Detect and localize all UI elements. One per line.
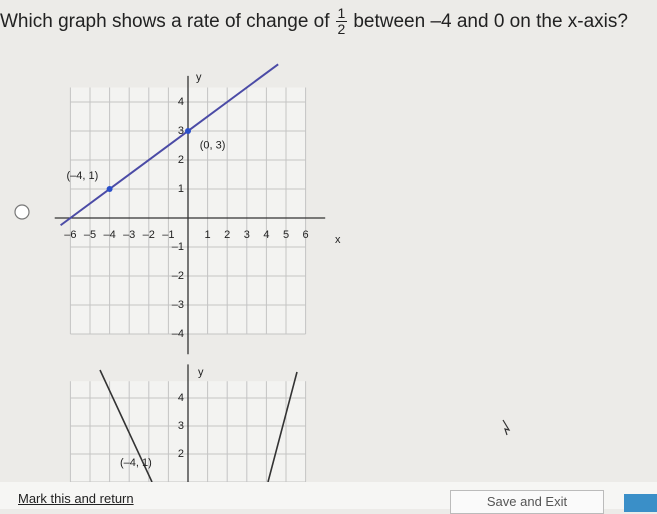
axis-label: y	[196, 71, 202, 83]
cursor	[502, 419, 511, 436]
x-tick-label: –3	[123, 229, 135, 241]
axis-label: y	[198, 367, 204, 379]
point-label: (–4, 1)	[66, 170, 98, 182]
question: Which graph shows a rate of change of 1 …	[0, 6, 628, 37]
question-text: Which graph shows a rate of change of	[0, 10, 330, 32]
y-tick-label: –2	[172, 270, 184, 282]
fraction: 1 2	[335, 5, 348, 37]
x-tick-label: –6	[64, 229, 76, 241]
x-tick-label: 4	[263, 229, 269, 241]
denominator: 2	[337, 21, 346, 37]
x-tick-label: 6	[303, 229, 309, 241]
question-text: between –4 and 0 on the x-axis?	[353, 10, 628, 32]
point-label: (0, 3)	[200, 139, 226, 151]
y-tick-label: 2	[178, 154, 184, 166]
options: x y –6 –5 –4 –3 –2 –1 1 2 3 4 5 6 4 3 2 1 –1 –2 –3 –4 (0, 3) (–…	[14, 63, 511, 482]
y-tick-label: –4	[172, 328, 184, 340]
point	[185, 128, 191, 134]
y-tick-label: 2	[178, 448, 184, 460]
numerator: 1	[335, 5, 348, 22]
x-tick-label: –2	[143, 229, 155, 241]
x-tick-label: –4	[103, 229, 115, 241]
graph-line	[267, 371, 298, 482]
x-tick-label: 2	[224, 229, 230, 241]
mark-link[interactable]: Mark this and return	[18, 491, 134, 506]
graph-line	[99, 369, 153, 482]
x-tick-label: 3	[244, 229, 250, 241]
y-tick-label: 4	[178, 392, 184, 404]
y-tick-label: –1	[172, 241, 184, 253]
footer: Mark this and return Save and Exit	[0, 482, 657, 514]
x-tick-label: 5	[283, 229, 289, 241]
y-tick-label: 3	[178, 125, 184, 137]
x-tick-label: –1	[162, 229, 174, 241]
save-button[interactable]: Save and Exit	[450, 490, 604, 514]
y-tick-label: –3	[172, 299, 184, 311]
x-tick-label: 1	[205, 229, 211, 241]
point	[106, 186, 113, 192]
graph-line	[60, 63, 279, 227]
x-tick-label: –5	[84, 229, 96, 241]
axis-label: x	[335, 234, 341, 246]
y-tick-label: 1	[178, 183, 184, 195]
radio-button[interactable]	[14, 204, 30, 220]
y-tick-label: 3	[178, 420, 184, 432]
y-tick-label: 4	[178, 96, 184, 108]
point-label: (–4, 1)	[120, 457, 152, 469]
next-button[interactable]	[624, 494, 657, 512]
